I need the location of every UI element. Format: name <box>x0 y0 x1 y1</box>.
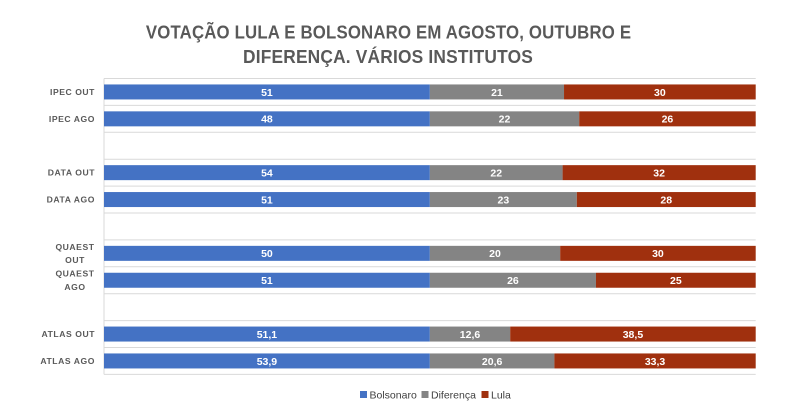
svg-text:48: 48 <box>261 114 273 126</box>
svg-text:30: 30 <box>652 248 664 260</box>
svg-text:51: 51 <box>261 275 273 287</box>
svg-text:QUAEST: QUAEST <box>55 269 94 279</box>
svg-text:33,3: 33,3 <box>645 356 666 368</box>
svg-text:32: 32 <box>653 167 665 179</box>
svg-text:DATA AGO: DATA AGO <box>47 195 95 205</box>
svg-text:12,6: 12,6 <box>460 329 481 341</box>
svg-text:ATLAS AGO: ATLAS AGO <box>40 356 95 366</box>
svg-text:28: 28 <box>660 194 672 206</box>
svg-text:Diferença: Diferença <box>431 390 476 402</box>
svg-text:DATA OUT: DATA OUT <box>48 168 95 178</box>
svg-text:54: 54 <box>261 167 273 179</box>
svg-text:20: 20 <box>489 248 501 260</box>
svg-text:26: 26 <box>507 275 519 287</box>
svg-text:Lula: Lula <box>491 390 511 402</box>
svg-text:21: 21 <box>491 87 503 99</box>
svg-text:30: 30 <box>654 87 666 99</box>
svg-text:22: 22 <box>490 167 502 179</box>
svg-text:IPEC OUT: IPEC OUT <box>50 87 95 97</box>
svg-text:OUT: OUT <box>65 255 85 265</box>
svg-text:51: 51 <box>261 194 273 206</box>
svg-text:ATLAS OUT: ATLAS OUT <box>42 329 96 339</box>
svg-text:AGO: AGO <box>64 282 85 292</box>
svg-text:22: 22 <box>499 114 511 126</box>
svg-text:51: 51 <box>261 87 273 99</box>
svg-text:26: 26 <box>662 114 674 126</box>
svg-text:50: 50 <box>261 248 273 260</box>
svg-text:53,9: 53,9 <box>257 356 278 368</box>
svg-text:51,1: 51,1 <box>257 329 278 341</box>
svg-text:VOTAÇÃO LULA E BOLSONARO EM AG: VOTAÇÃO LULA E BOLSONARO EM AGOSTO, OUTU… <box>146 22 631 43</box>
svg-text:25: 25 <box>670 275 682 287</box>
svg-text:38,5: 38,5 <box>623 329 644 341</box>
svg-text:20,6: 20,6 <box>482 356 503 368</box>
svg-text:QUAEST: QUAEST <box>55 242 94 252</box>
svg-text:Bolsonaro: Bolsonaro <box>370 390 417 402</box>
svg-text:23: 23 <box>497 194 509 206</box>
svg-text:DIFERENÇA. VÁRIOS INSTITUTOS: DIFERENÇA. VÁRIOS INSTITUTOS <box>243 46 533 67</box>
svg-text:IPEC AGO: IPEC AGO <box>49 114 95 124</box>
